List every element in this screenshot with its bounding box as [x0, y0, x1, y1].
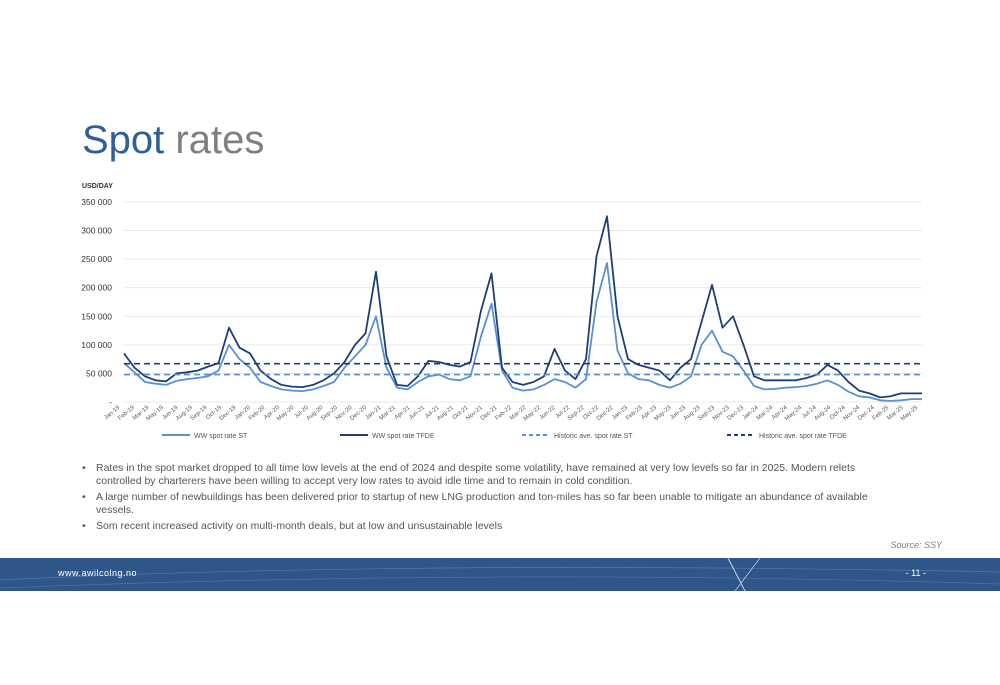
x-tick-label: Aug-21 [436, 405, 455, 422]
x-tick-label: Sep-19 [190, 405, 209, 422]
y-axis-unit-label: USD/DAY [82, 183, 113, 190]
slide-title-word-spot: Spot [82, 118, 165, 162]
x-tick-label: May-24 [784, 405, 804, 423]
x-tick-label: Mar-21 [379, 405, 398, 422]
footer-bar: www.awilcolng.no - 11 - [0, 558, 1000, 591]
y-tick-label: - [109, 397, 112, 407]
spot-rates-chart: - 50 000 100 000 150 000 200 000 250 000 300 0… [81, 197, 922, 440]
source-note: Source: SSY [890, 540, 942, 550]
footer-decoration [0, 558, 1000, 591]
x-tick-label: Sep-22 [567, 405, 586, 422]
x-tick-label: May-20 [276, 405, 296, 423]
y-tick-label: 250 000 [81, 254, 112, 264]
x-tick-label: Jun-22 [539, 405, 557, 422]
x-tick-label: May-23 [653, 405, 673, 423]
x-tick-label: Feb-23 [625, 405, 644, 422]
page-number: - 11 - [905, 568, 926, 578]
bullet-item: A large number of newbuildings has been … [82, 491, 882, 517]
x-tick-label: Feb-20 [248, 405, 267, 422]
x-tick-label: Mar-24 [756, 405, 775, 422]
bullet-item: Som recent increased activity on multi-m… [82, 520, 882, 533]
x-tick-label: May-19 [146, 405, 166, 423]
slide-title-word-rates: rates [175, 118, 265, 162]
bullet-list: Rates in the spot market dropped to all … [82, 462, 882, 536]
y-tick-label: 300 000 [81, 226, 112, 236]
series-line [123, 215, 922, 399]
y-tick-label: 200 000 [81, 283, 112, 293]
legend-label: WW spot rate ST [194, 433, 248, 440]
footer-website-link[interactable]: www.awilcolng.no [58, 568, 138, 578]
slide-title: Spot rates [82, 118, 264, 163]
x-tick-label: May-22 [523, 405, 543, 423]
y-tick-label: 350 000 [81, 197, 112, 207]
y-tick-label: 100 000 [81, 340, 112, 350]
legend-label: Historic ave. spot rate ST [554, 433, 633, 440]
bullet-item: Rates in the spot market dropped to all … [82, 462, 882, 488]
x-tick-label: Aug-24 [814, 405, 833, 422]
y-tick-label: 150 000 [81, 311, 112, 321]
x-tick-label: May-25 [900, 405, 920, 423]
legend-label: WW spot rate TFDE [372, 433, 435, 440]
x-tick-label: Jun-21 [408, 405, 426, 422]
series-line [123, 262, 922, 402]
legend-label: Historic ave. spot rate TFDE [759, 433, 847, 440]
y-tick-label: 50 000 [86, 368, 112, 378]
